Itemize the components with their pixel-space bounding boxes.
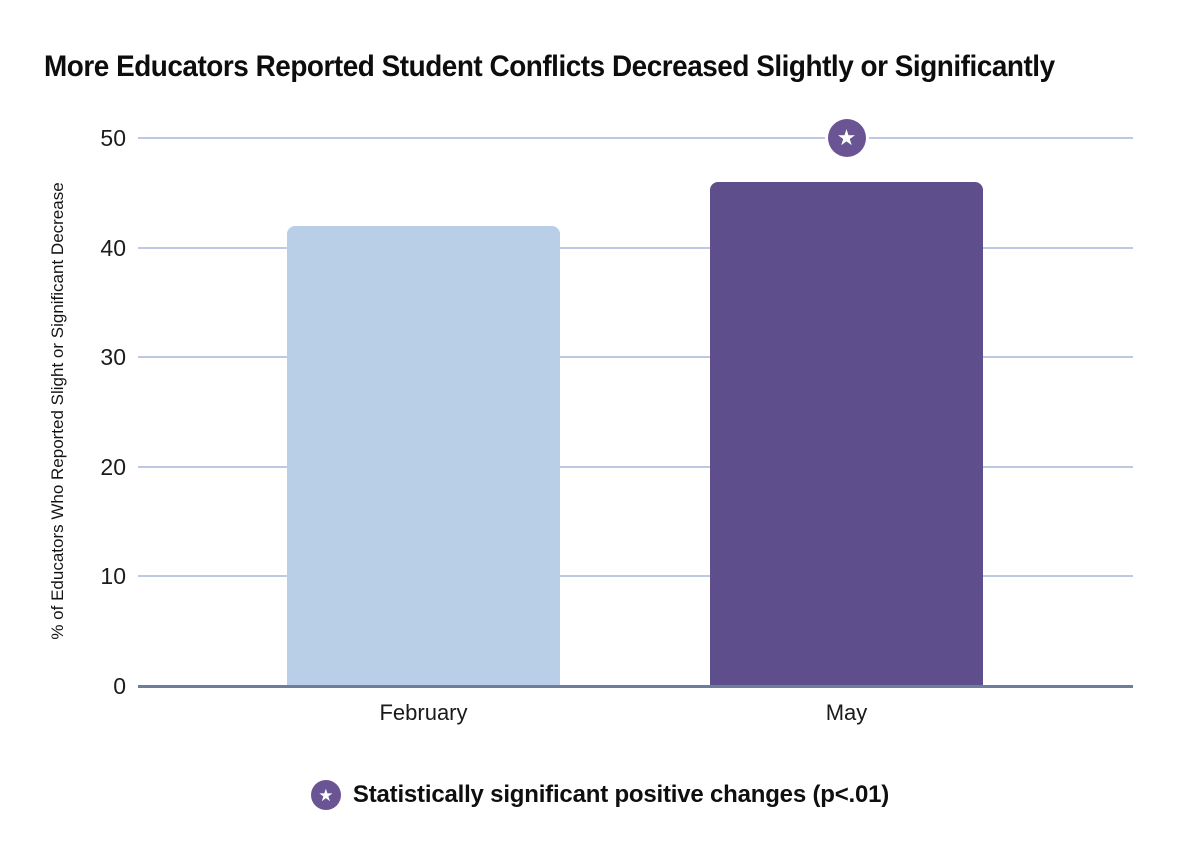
y-tick-50: 50 — [100, 125, 126, 151]
y-tick-20: 20 — [100, 453, 126, 480]
gridline-10 — [138, 575, 1133, 578]
significance-star-icon: ★ — [827, 119, 866, 157]
bar-may — [710, 181, 983, 686]
x-label-may: May — [825, 700, 868, 725]
y-tick-30: 30 — [100, 344, 126, 371]
plot-area: 0 10 20 30 40 50 February May ★ — [100, 119, 1133, 725]
x-label-february: February — [379, 700, 468, 725]
star-glyph: ★ — [318, 785, 334, 805]
y-tick-10: 10 — [100, 563, 126, 590]
star-glyph: ★ — [836, 125, 857, 150]
x-axis-line — [138, 684, 1133, 688]
gridline-30 — [138, 356, 1133, 359]
star-icon: ★ — [310, 780, 341, 810]
chart-title: More Educators Reported Student Conflict… — [44, 50, 1055, 83]
gridline-20 — [138, 465, 1133, 468]
legend: ★ Statistically significant positive cha… — [0, 780, 1200, 810]
legend-label: Statistically significant positive chang… — [352, 781, 890, 808]
bar-february — [287, 225, 560, 686]
gridline-40 — [138, 246, 1133, 249]
y-tick-40: 40 — [100, 234, 126, 261]
gridline-50 — [138, 137, 1133, 139]
y-axis-title: % of Educators Who Reported Slight or Si… — [48, 182, 67, 640]
y-tick-0: 0 — [113, 673, 126, 699]
